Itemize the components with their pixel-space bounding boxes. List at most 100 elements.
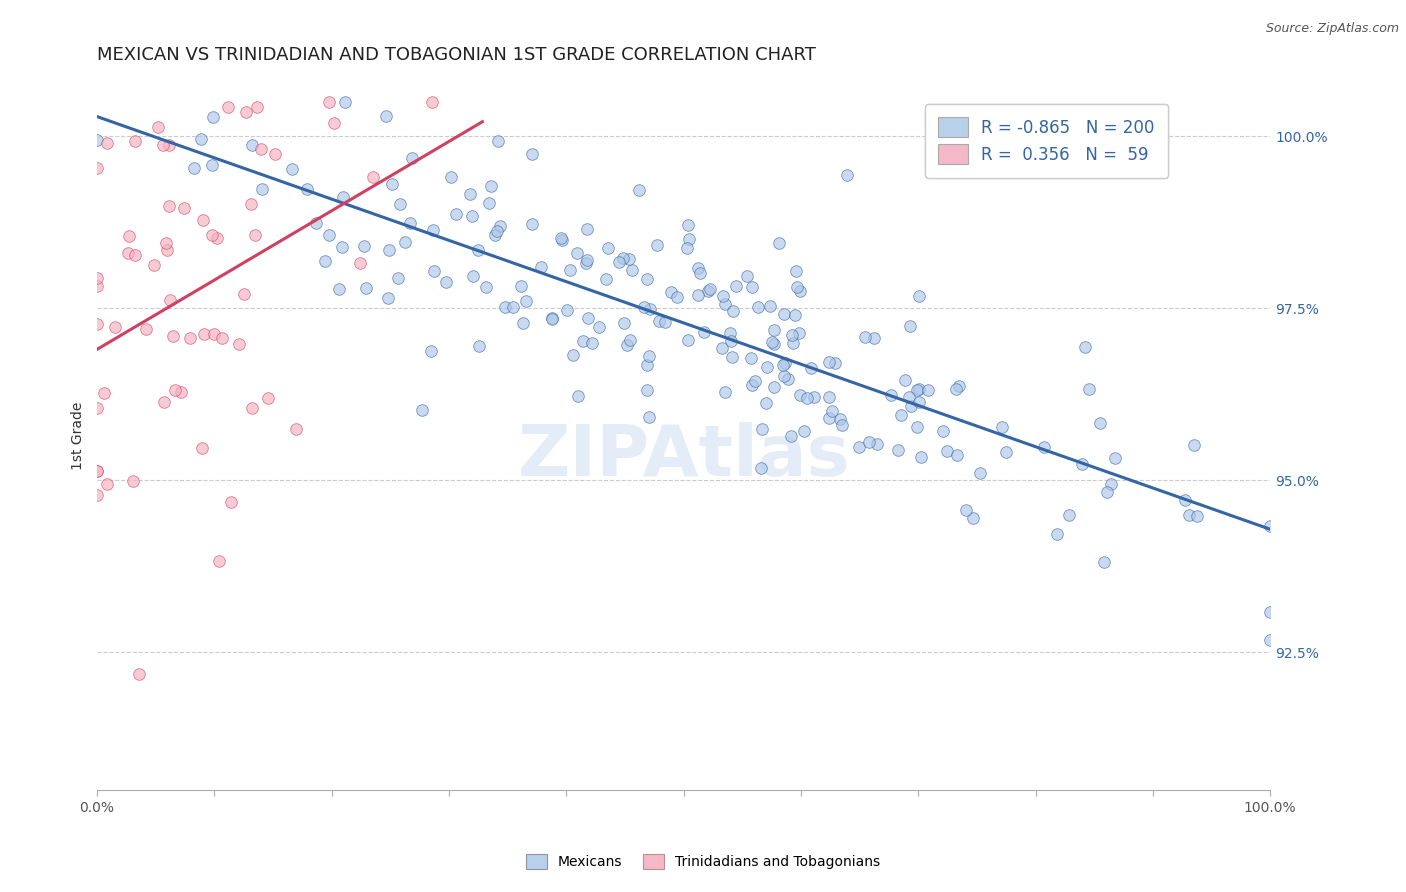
Point	[377, 291, 399, 305]
Point	[820, 404, 842, 418]
Point	[762, 323, 785, 337]
Point	[96, 136, 118, 151]
Point	[152, 137, 174, 152]
Point	[540, 311, 562, 326]
Point	[756, 359, 779, 374]
Point	[720, 334, 742, 348]
Point	[763, 379, 786, 393]
Point	[786, 280, 808, 294]
Point	[1057, 508, 1080, 522]
Point	[721, 303, 744, 318]
Point	[86, 278, 108, 293]
Point	[190, 132, 212, 146]
Point	[146, 120, 169, 135]
Point	[520, 217, 543, 231]
Point	[905, 384, 928, 398]
Point	[1099, 477, 1122, 491]
Point	[1077, 382, 1099, 396]
Point	[1182, 438, 1205, 452]
Point	[616, 338, 638, 352]
Point	[613, 316, 636, 330]
Point	[779, 429, 801, 443]
Point	[1258, 518, 1281, 533]
Point	[818, 390, 841, 404]
Point	[356, 281, 378, 295]
Point	[86, 487, 108, 501]
Point	[818, 411, 841, 425]
Point	[575, 221, 598, 235]
Point	[789, 387, 811, 401]
Point	[208, 554, 231, 568]
Point	[411, 402, 433, 417]
Point	[565, 246, 588, 260]
Point	[908, 288, 931, 302]
Point	[962, 511, 984, 525]
Point	[281, 162, 304, 177]
Point	[246, 100, 269, 114]
Point	[485, 223, 508, 237]
Point	[494, 300, 516, 314]
Point	[908, 382, 931, 396]
Point	[711, 341, 734, 355]
Point	[378, 243, 401, 257]
Point	[678, 232, 700, 246]
Point	[124, 248, 146, 262]
Point	[995, 445, 1018, 459]
Point	[202, 111, 225, 125]
Legend: R = -0.865   N = 200, R =  0.356   N =  59: R = -0.865 N = 200, R = 0.356 N = 59	[925, 103, 1168, 178]
Point	[627, 182, 650, 196]
Point	[328, 282, 350, 296]
Point	[612, 251, 634, 265]
Point	[423, 264, 446, 278]
Point	[865, 437, 887, 451]
Point	[898, 319, 921, 334]
Point	[353, 239, 375, 253]
Point	[572, 334, 595, 349]
Point	[86, 271, 108, 285]
Point	[93, 386, 115, 401]
Point	[1185, 508, 1208, 523]
Point	[900, 399, 922, 413]
Point	[780, 327, 803, 342]
Point	[157, 199, 180, 213]
Point	[560, 262, 582, 277]
Point	[588, 319, 610, 334]
Point	[349, 255, 371, 269]
Point	[250, 182, 273, 196]
Point	[772, 307, 794, 321]
Point	[420, 95, 443, 109]
Point	[179, 331, 201, 345]
Point	[620, 263, 643, 277]
Point	[156, 243, 179, 257]
Point	[910, 450, 932, 464]
Point	[202, 326, 225, 341]
Point	[86, 465, 108, 479]
Point	[1071, 457, 1094, 471]
Point	[240, 401, 263, 415]
Point	[773, 356, 796, 370]
Point	[818, 355, 841, 369]
Point	[787, 326, 810, 341]
Point	[647, 238, 669, 252]
Point	[332, 189, 354, 203]
Point	[96, 477, 118, 491]
Point	[785, 308, 807, 322]
Point	[243, 227, 266, 242]
Point	[936, 444, 959, 458]
Point	[484, 228, 506, 243]
Point	[153, 395, 176, 409]
Point	[295, 182, 318, 196]
Point	[676, 241, 699, 255]
Point	[135, 322, 157, 336]
Point	[1174, 493, 1197, 508]
Point	[800, 360, 823, 375]
Point	[207, 231, 229, 245]
Point	[863, 331, 886, 345]
Point	[458, 187, 481, 202]
Point	[1092, 555, 1115, 569]
Text: MEXICAN VS TRINIDADIAN AND TOBAGONIAN 1ST GRADE CORRELATION CHART: MEXICAN VS TRINIDADIAN AND TOBAGONIAN 1S…	[97, 46, 815, 64]
Point	[751, 422, 773, 436]
Point	[555, 303, 578, 318]
Point	[837, 168, 859, 182]
Point	[749, 460, 772, 475]
